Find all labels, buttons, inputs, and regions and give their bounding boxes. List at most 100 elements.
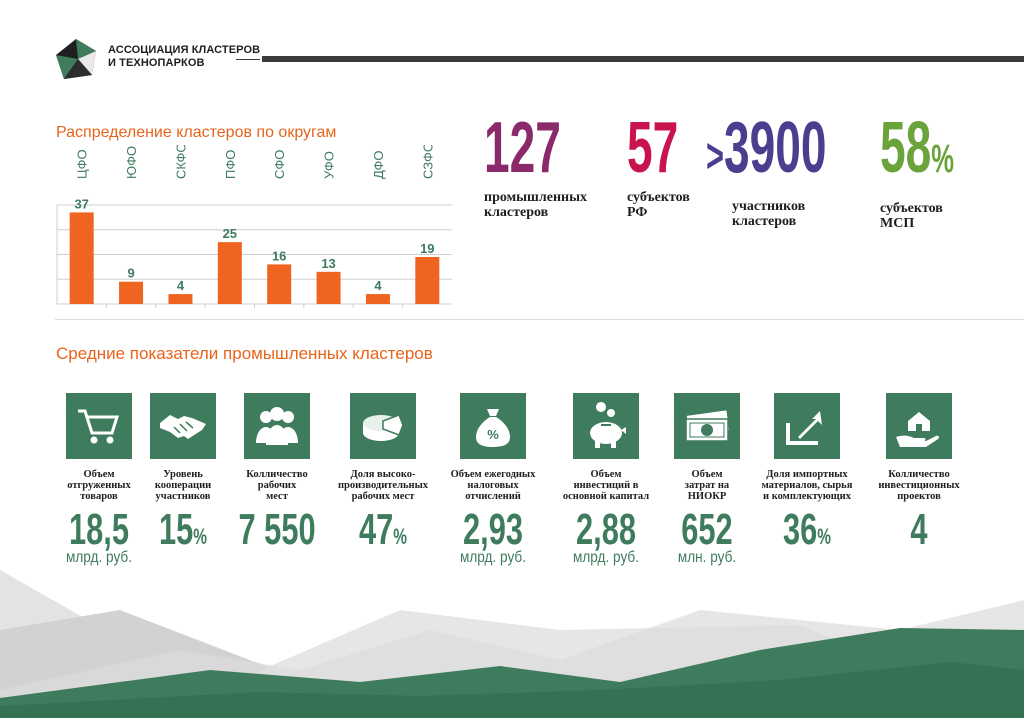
indicator-label-line: инвестиционных [878,480,960,491]
indicator-label-line: Колличество [888,469,950,480]
indicator-value: 652 [669,508,746,552]
kpi-label: субъектов МСП [880,201,996,231]
indicator-label-line: кооперации [154,480,212,491]
indicator-label-line: материалов, сырья [761,480,853,491]
section-title: Средние показатели промышленных кластеро… [56,344,433,363]
indicator-number: 652 [681,505,733,554]
indicator-label-line: Объем [590,469,622,480]
indicator-label-line: Объем [691,469,723,480]
bar-СФО [267,264,292,304]
category-label: ЮФО [124,146,139,179]
kpi-participants: >3900 участников кластеров [706,112,894,229]
indicator-number: 2,88 [576,505,636,554]
organization-name: АССОЦИАЦИЯ КЛАСТЕРОВ И ТЕХНОПАРКОВ [108,44,260,70]
data-label: 4 [374,278,382,293]
section-divider [55,319,1024,320]
kpi-number: 3900 [723,108,827,188]
import-icon [774,393,840,459]
indicator-value: 2,88 [568,508,645,552]
indicator-label-line: инвестиций в [573,480,639,491]
data-label: 4 [177,278,185,293]
association-logo [56,39,96,79]
category-label: СФО [272,150,287,179]
kpi-label-line1: субъектов [880,201,943,216]
indicator-label-line: Колличество [246,469,308,480]
indicator-label-line: товаров [80,491,118,502]
data-label: 25 [223,226,237,241]
indicator-percent: % [817,524,831,549]
handshake-icon [150,393,216,459]
indicator-number: 2,93 [463,505,523,554]
category-label: СКФО [173,145,188,179]
indicator-label-line: Объем [83,469,115,480]
category-label: ДФО [371,150,386,179]
indicator-label-line: основной капитал [562,491,650,502]
indicator-value: 4 [881,508,958,552]
indicator-label-line: рабочих мест [351,491,415,502]
pie-icon [350,393,416,459]
kpi-sme: 58% субъектов МСП [880,112,996,231]
kpi-number: 57 [627,108,679,188]
indicator-label: Колличество инвестиционных проектов [864,469,974,509]
data-label: 9 [127,266,134,281]
kpi-label-line1: субъектов [627,190,690,205]
indicator-label: Объем ежегодных налоговых отчислений [438,469,548,509]
kpi-prefix: > [706,130,724,183]
category-label: СЗФО [420,145,435,179]
indicator-label-line: проектов [897,491,941,502]
indicator-rnd: Объем затрат на НИОКР 652 млн. руб. [652,393,762,567]
indicator-label-line: Объем ежегодных [450,469,536,480]
indicator-value: 15% [145,508,222,558]
kpi-number: 58 [880,108,932,188]
indicator-imports: Доля импортных материалов, сырья и комплек… [752,393,862,556]
indicator-value: 2,93 [455,508,532,552]
indicator-unit: млн. руб. [677,549,737,566]
indicator-number: 47 [359,505,394,554]
indicator-number: 7 550 [238,505,316,554]
districts-bar-chart: 37 ЦФО 9 ЮФО 4 СКФО 25 ПФО 16 СФО 13 УФО 4 ДФО 19 СЗФО [56,145,452,308]
indicator-percent: % [393,524,407,549]
indicator-unit: млрд. руб. [66,549,132,566]
indicator-number: 15 [159,505,194,554]
kpi-number: 127 [484,108,561,188]
indicator-value: 18,5 [61,508,138,552]
indicator-percent: % [193,524,207,549]
indicator-label-line: затрат на [684,480,730,491]
data-label: 37 [74,196,88,211]
org-name-line1: АССОЦИАЦИЯ КЛАСТЕРОВ [108,44,261,56]
kpi-regions: 57 субъектов РФ [627,112,707,220]
bar-ЦФО [69,212,94,304]
bar-СЗФО [415,256,440,304]
indicator-label-line: отчислений [465,491,521,502]
kpi-value: 58% [880,112,955,193]
kpi-suffix: % [931,137,955,181]
money-bag-icon: % [460,393,526,459]
indicator-unit: млрд. руб. [460,549,526,566]
svg-text:%: % [487,427,499,442]
indicator-value: 47% [345,508,422,558]
data-label: 13 [321,256,335,271]
house-hand-icon [886,393,952,459]
bar-ДФО [365,294,390,304]
indicator-value: 7 550 [239,508,316,552]
background-mountains [0,570,1024,718]
indicator-investment-projects: Колличество инвестиционных проектов 4 [864,393,974,552]
kpi-label: субъектов РФ [627,190,707,220]
indicator-label-line: мест [266,491,288,502]
kpi-value: 127 [484,112,561,184]
indicator-investments: Объем инвестиций в основной капитал 2,88 м… [551,393,661,567]
indicator-high-productivity: Доля высоко-производительных рабочих мест… [328,393,438,556]
indicator-unit: млрд. руб. [573,549,639,566]
data-label: 19 [420,241,434,256]
indicator-label-line: участников [155,491,211,502]
indicator-tax: % Объем ежегодных налоговых отчислений 2,9… [438,393,548,567]
indicator-label-line: отгруженных [67,480,131,491]
kpi-label-line2: кластеров [484,205,549,220]
indicator-label: Объем затрат на НИОКР [652,469,762,509]
indicator-shipped-goods: Объем отгруженных товаров 18,5 млрд. руб. [44,393,154,567]
kpi-label: участников кластеров [732,199,894,229]
indicator-label: Объем инвестиций в основной капитал [551,469,661,509]
kpi-label-line1: промышленных [484,190,588,205]
kpi-label-line2: РФ [627,205,648,220]
